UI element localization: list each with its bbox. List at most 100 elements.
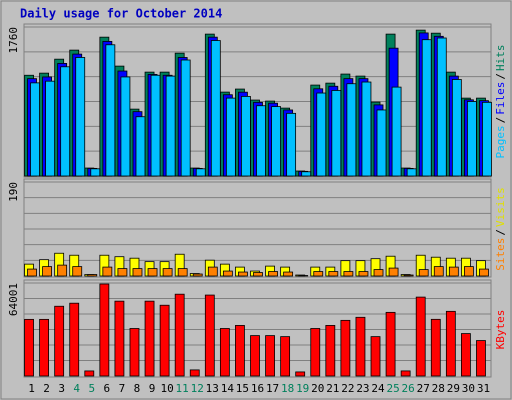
bar <box>87 274 98 277</box>
bar <box>225 97 236 177</box>
x-tick-label: 10 <box>160 382 173 395</box>
bar <box>385 311 396 377</box>
legend-entry: KBytes <box>494 310 507 350</box>
bar <box>192 273 203 277</box>
bar <box>406 168 417 177</box>
bar <box>310 328 321 377</box>
bar <box>177 268 188 277</box>
bar <box>328 271 339 277</box>
x-tick-label: 16 <box>251 382 264 395</box>
bar <box>189 369 200 377</box>
bar <box>421 39 432 177</box>
bar <box>24 318 34 377</box>
x-tick-label: 28 <box>432 382 445 395</box>
bar <box>286 112 297 177</box>
bar <box>461 333 471 377</box>
bar <box>147 268 158 277</box>
y-tick-label: 1760 <box>7 27 20 54</box>
bar <box>370 336 381 377</box>
x-tick-label: 31 <box>477 382 490 395</box>
bar <box>340 319 351 377</box>
bar <box>283 271 294 277</box>
bar <box>316 92 327 177</box>
bar <box>467 101 477 177</box>
bar <box>451 79 462 177</box>
x-tick-label: 24 <box>371 382 385 395</box>
bar <box>418 269 429 277</box>
bar <box>219 328 230 377</box>
bar <box>271 106 281 177</box>
legend-entry: Pages <box>494 125 507 158</box>
bar <box>403 274 414 277</box>
legend-entry: Hits <box>494 45 507 72</box>
bar <box>204 294 215 377</box>
bar <box>162 268 173 277</box>
x-tick-label: 2 <box>43 382 50 395</box>
bar <box>361 81 372 177</box>
legend: KBytes <box>494 310 507 350</box>
bar <box>476 340 486 377</box>
bar <box>464 266 474 277</box>
bar <box>238 271 248 277</box>
x-tick-label: 30 <box>462 382 475 395</box>
bar <box>129 328 140 377</box>
bar <box>30 82 40 177</box>
bar <box>331 90 342 177</box>
bar <box>105 44 116 177</box>
x-tick-label: 18 <box>281 382 294 395</box>
bar <box>343 271 354 277</box>
x-tick-label: 23 <box>356 382 369 395</box>
bar <box>117 268 128 277</box>
bar <box>150 74 161 177</box>
y-tick-label: 64001 <box>7 283 20 316</box>
bar <box>42 266 52 277</box>
bar <box>135 116 146 177</box>
x-tick-label: 6 <box>104 382 111 395</box>
x-tick-label: 27 <box>417 382 430 395</box>
x-tick-label: 21 <box>326 382 339 395</box>
x-tick-label: 19 <box>296 382 309 395</box>
x-tick-label: 9 <box>149 382 156 395</box>
bar <box>355 316 366 377</box>
bar <box>54 305 65 377</box>
bar <box>72 266 83 277</box>
bar <box>415 296 426 377</box>
bar <box>295 371 306 377</box>
bar <box>358 271 369 277</box>
legend-entry: Visits <box>494 187 507 227</box>
bar <box>99 283 110 377</box>
legend-separator: / <box>494 73 507 80</box>
x-tick-label: 15 <box>236 382 249 395</box>
legend-separator: / <box>494 117 507 124</box>
x-tick-label: 13 <box>206 382 219 395</box>
x-tick-label: 25 <box>386 382 399 395</box>
x-tick-label: 7 <box>119 382 126 395</box>
x-tick-label: 29 <box>447 382 460 395</box>
bar <box>144 300 155 377</box>
bar <box>445 310 456 377</box>
chart-title: Daily usage for October 2014 <box>20 7 222 21</box>
legend: Sites / Visits <box>494 187 507 271</box>
x-tick-label: 8 <box>134 382 141 395</box>
bar <box>114 300 125 377</box>
bar <box>210 40 221 177</box>
x-tick-label: 20 <box>311 382 324 395</box>
x-tick-label: 11 <box>176 382 189 395</box>
x-tick-label: 5 <box>88 382 95 395</box>
bar <box>376 109 387 177</box>
bar <box>400 370 411 377</box>
x-tick-label: 4 <box>73 382 80 395</box>
bar <box>60 66 71 177</box>
bar <box>69 302 80 377</box>
bar <box>241 96 251 177</box>
bar <box>268 271 278 277</box>
bar <box>27 268 37 277</box>
bar <box>102 266 113 277</box>
bar <box>250 335 260 377</box>
bar <box>388 267 399 277</box>
bar <box>265 335 275 377</box>
bar <box>436 37 447 177</box>
bar <box>159 304 170 377</box>
